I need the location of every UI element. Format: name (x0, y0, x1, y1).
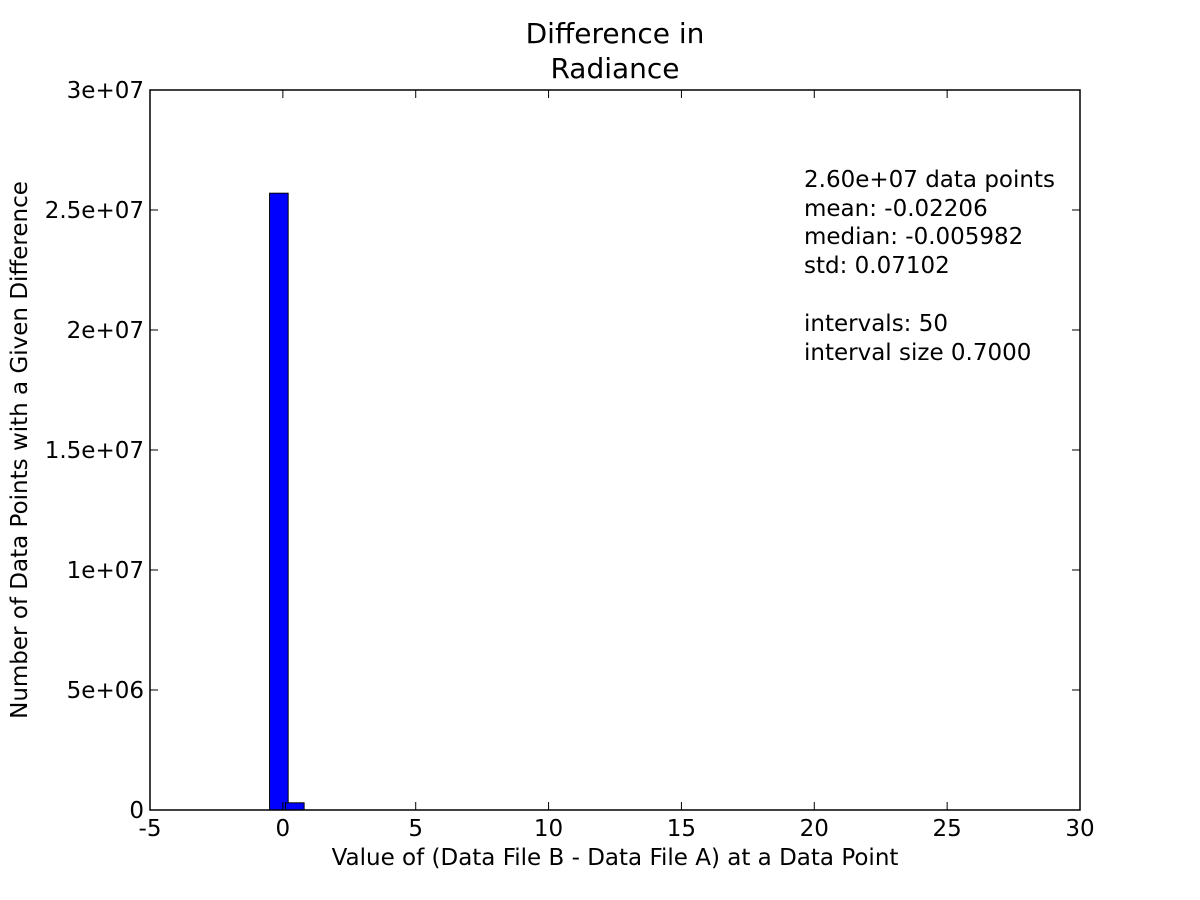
x-tick-label-4: 15 (667, 816, 696, 842)
stats-intervals: intervals: 50 (804, 311, 948, 337)
stats-annotation: 2.60e+07 data points mean: -0.02206 medi… (804, 167, 1055, 366)
y-tick-label-4: 2e+07 (67, 318, 144, 344)
x-axis-label: Value of (Data File B - Data File A) at … (332, 845, 899, 871)
x-tick-label-6: 25 (933, 816, 962, 842)
chart-title-line-2: Radiance (550, 52, 679, 85)
stats-mean: mean: -0.02206 (804, 196, 988, 222)
y-tick-label-3: 1.5e+07 (45, 438, 144, 464)
x-tick-label-3: 10 (534, 816, 563, 842)
ticks-layer (149, 89, 1081, 811)
stats-data-points: 2.60e+07 data points (804, 167, 1055, 193)
stats-interval-size: interval size 0.7000 (804, 340, 1031, 366)
stats-std: std: 0.07102 (804, 253, 950, 279)
y-tick-label-0: 0 (129, 798, 144, 824)
y-tick-label-5: 2.5e+07 (45, 198, 144, 224)
stats-median: median: -0.005982 (804, 224, 1023, 250)
x-tick-label-5: 20 (800, 816, 829, 842)
y-tick-label-2: 1e+07 (67, 558, 144, 584)
y-tick-labels: 0 5e+06 1e+07 1.5e+07 2e+07 2.5e+07 3e+07 (45, 78, 144, 824)
x-tick-labels: -5 0 5 10 15 20 25 30 (139, 816, 1095, 842)
chart-title: Difference in Radiance (526, 17, 705, 85)
x-tick-label-2: 5 (408, 816, 423, 842)
x-tick-label-1: 0 (276, 816, 291, 842)
histogram-bar-1 (285, 802, 305, 811)
histogram-bar-0 (269, 192, 289, 811)
y-tick-label-6: 3e+07 (67, 78, 144, 104)
y-axis-label: Number of Data Points with a Given Diffe… (7, 181, 33, 719)
x-tick-label-7: 30 (1065, 816, 1094, 842)
x-tick-label-0: -5 (139, 816, 162, 842)
chart-title-line-1: Difference in (526, 17, 705, 50)
y-tick-label-1: 5e+06 (67, 678, 144, 704)
